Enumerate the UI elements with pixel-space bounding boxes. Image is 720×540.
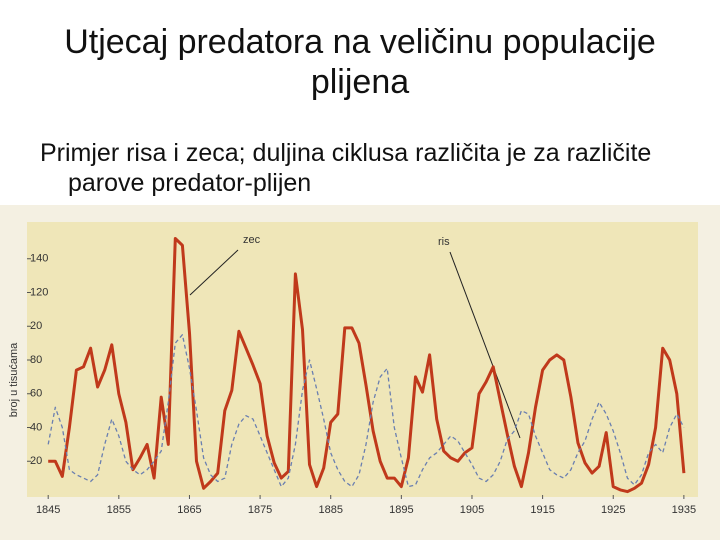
x-tick-label: 1905 <box>460 504 484 516</box>
y-tick-label: 80 <box>30 354 42 366</box>
annotation: ris <box>438 236 450 248</box>
leader-line <box>449 251 521 439</box>
x-tick-label: 1845 <box>36 504 60 516</box>
x-tick-label: 1875 <box>248 504 272 516</box>
slide-subtitle: Primjer risa i zeca; duljina ciklusa raz… <box>40 139 652 197</box>
x-tick-label: 1915 <box>530 504 554 516</box>
y-axis-label: broj u tisućama <box>8 342 20 417</box>
x-tick-label: 1865 <box>177 504 201 516</box>
leader-line <box>189 249 239 296</box>
y-tick-label: 140 <box>30 253 48 265</box>
series-line <box>47 334 685 488</box>
x-tick-label: 1895 <box>389 504 413 516</box>
series-line <box>48 237 686 494</box>
y-tick-label: 120 <box>30 286 48 298</box>
x-tick-label: 1885 <box>318 504 342 516</box>
y-tick-label: 60 <box>30 388 42 400</box>
slide-title: Utjecaj predatora na veličinu populacije… <box>64 23 656 101</box>
x-tick-label: 1935 <box>672 504 696 516</box>
y-tick-label: 20 <box>30 455 42 467</box>
y-tick-label: 40 <box>30 421 42 433</box>
x-tick-label: 1855 <box>107 504 131 516</box>
y-tick-label: 20 <box>30 320 42 332</box>
annotation: zec <box>243 234 261 246</box>
x-tick-label: 1925 <box>601 504 625 516</box>
